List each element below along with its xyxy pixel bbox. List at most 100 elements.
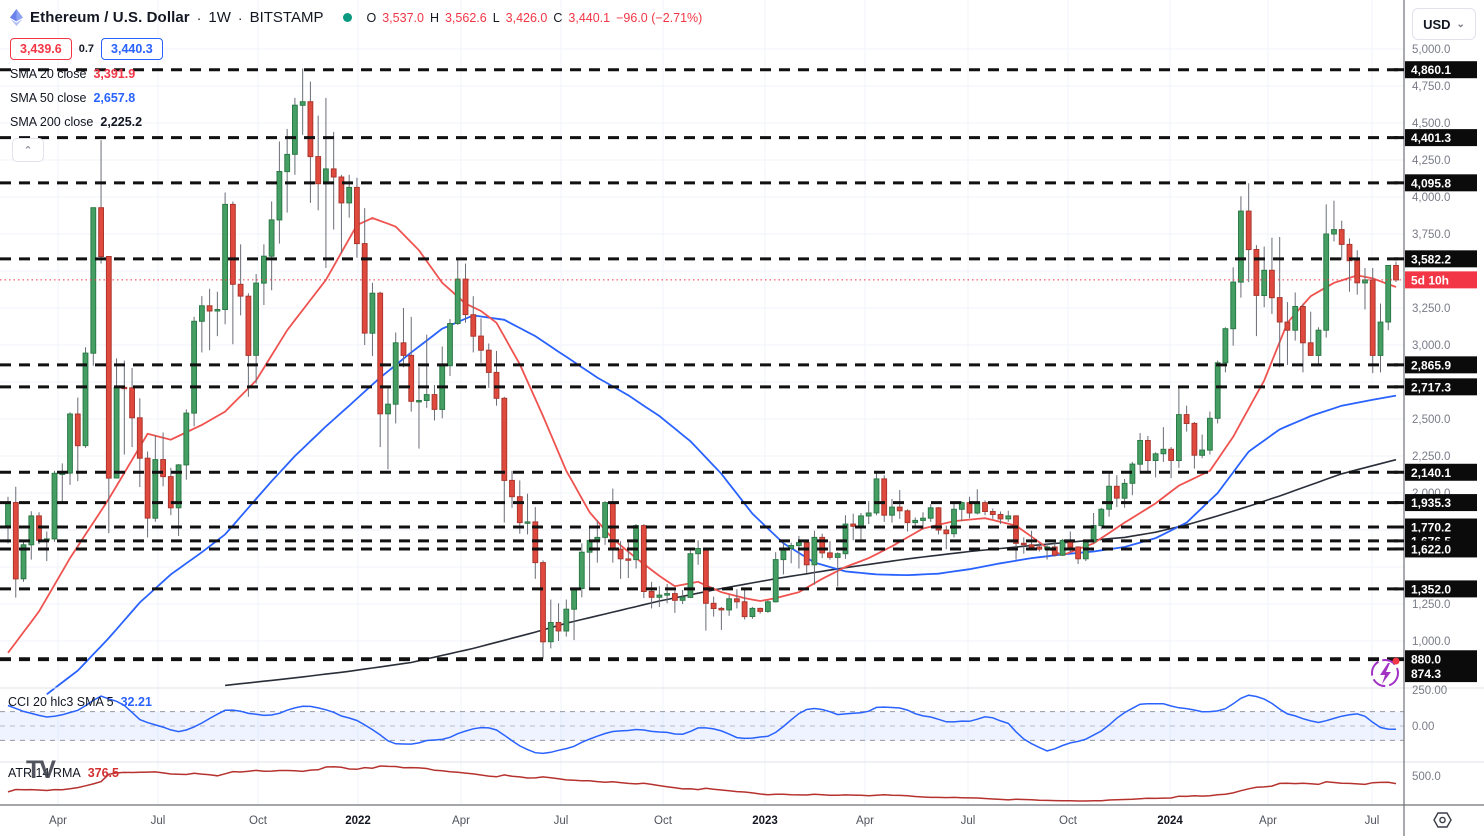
candle (695, 548, 702, 555)
candle (1199, 449, 1205, 456)
candle (672, 593, 678, 601)
sma20-value: 3,391.9 (93, 67, 136, 81)
level-label-text: 880.0 (1411, 652, 1441, 666)
candle (485, 349, 492, 373)
candle (1207, 417, 1213, 451)
symbol-header[interactable]: Ethereum / U.S. Dollar · 1W · BITSTAMP O… (10, 9, 702, 26)
ohlc-readout: O 3,537.0 H 3,562.6 L 3,426.0 C 3,440.1 −96.… (367, 11, 703, 25)
candle (400, 342, 407, 356)
candle (974, 502, 981, 514)
candle (136, 417, 143, 459)
market-status-icon (342, 13, 352, 22)
chevron-down-icon: ⌄ (1456, 18, 1465, 30)
level-label-box (1405, 494, 1477, 512)
candle (1137, 440, 1143, 465)
candle (1331, 229, 1337, 235)
sma200-line (225, 458, 1397, 687)
candle (1369, 279, 1376, 356)
spark-badge-icon[interactable] (1371, 659, 1399, 687)
candle (74, 413, 81, 447)
candle (416, 400, 422, 403)
level-label-box (1405, 518, 1477, 536)
candle (1013, 515, 1019, 544)
candle (183, 412, 190, 466)
tradingview-logo[interactable]: TV (26, 756, 56, 784)
candle (129, 387, 135, 419)
candle (113, 386, 120, 479)
sell-button[interactable]: 3,439.6 (10, 38, 72, 60)
candle (20, 544, 27, 580)
time-axis-label: Jul (554, 815, 569, 827)
high-label: H (429, 10, 439, 25)
candle (803, 542, 810, 566)
axis-tick-label: 500.0 (1412, 771, 1441, 783)
atr-line (7, 765, 1397, 802)
exchange-label: BITSTAMP (249, 9, 324, 26)
candle (1230, 281, 1237, 330)
candle (1300, 306, 1306, 344)
collapse-legend-button[interactable]: ⌃ (12, 138, 44, 162)
candle (90, 207, 97, 354)
level-label-box (1405, 61, 1477, 79)
candle (741, 601, 748, 618)
sma200-value: 2,225.2 (100, 115, 143, 129)
candle (819, 536, 826, 554)
candle (912, 519, 919, 524)
candle (408, 354, 415, 402)
candle (230, 203, 236, 285)
level-label-text: 1,770.2 (1411, 521, 1451, 535)
candle (648, 590, 655, 598)
level-label-box (1405, 129, 1477, 147)
time-axis-label: Apr (49, 815, 67, 827)
currency-selector[interactable]: USD ⌄ (1412, 8, 1476, 40)
indicator-row-sma50[interactable]: SMA 50 close 2,657.8 (10, 91, 135, 105)
candle (1005, 515, 1012, 520)
candle (191, 320, 197, 414)
candle (167, 476, 174, 509)
candle (276, 171, 283, 221)
timeframe-label[interactable]: 1W (208, 9, 231, 26)
open-value: 3,537.0 (382, 10, 424, 25)
candle (555, 622, 562, 632)
candle (369, 292, 376, 334)
level-label-text: 4,401.3 (1411, 131, 1451, 145)
indicator-row-cci[interactable]: CCI 20 hlc3 SMA 5 32.21 (8, 695, 152, 709)
level-label-box (1405, 580, 1477, 598)
bar-countdown-box (1405, 271, 1477, 289)
candle (315, 156, 322, 185)
candle (330, 168, 337, 178)
candle (1315, 329, 1322, 356)
candle (889, 506, 895, 516)
candle (850, 523, 857, 527)
candle (710, 602, 717, 609)
indicator-row-atr[interactable]: ATR 14 RMA 376.5 (8, 766, 119, 780)
level-label-box (1405, 250, 1477, 268)
eth-logo-icon (10, 9, 23, 26)
indicator-row-sma20[interactable]: SMA 20 close 3,391.9 (10, 67, 135, 81)
axis-settings-icon[interactable] (1433, 812, 1452, 828)
level-label-text: 874.3 (1411, 667, 1441, 681)
candle (222, 203, 228, 310)
buy-button[interactable]: 3,440.3 (101, 38, 163, 60)
candle (873, 478, 880, 514)
candle (361, 243, 368, 334)
indicator-row-sma200[interactable]: SMA 200 close 2,225.2 (10, 115, 142, 129)
candle (578, 551, 585, 590)
cci-label: CCI 20 hlc3 SMA 5 (8, 695, 114, 709)
low-value: 3,426.0 (505, 10, 548, 25)
candle (726, 598, 733, 611)
candle (734, 598, 740, 603)
candle (516, 496, 523, 524)
candle (51, 472, 58, 540)
candle (423, 394, 430, 402)
candle (788, 545, 795, 549)
candle (547, 622, 554, 643)
candle (633, 525, 640, 561)
candle (245, 295, 252, 356)
candle (982, 502, 988, 513)
lightning-bolt-icon (1380, 663, 1391, 684)
candle (625, 558, 632, 561)
candle (1261, 269, 1268, 296)
